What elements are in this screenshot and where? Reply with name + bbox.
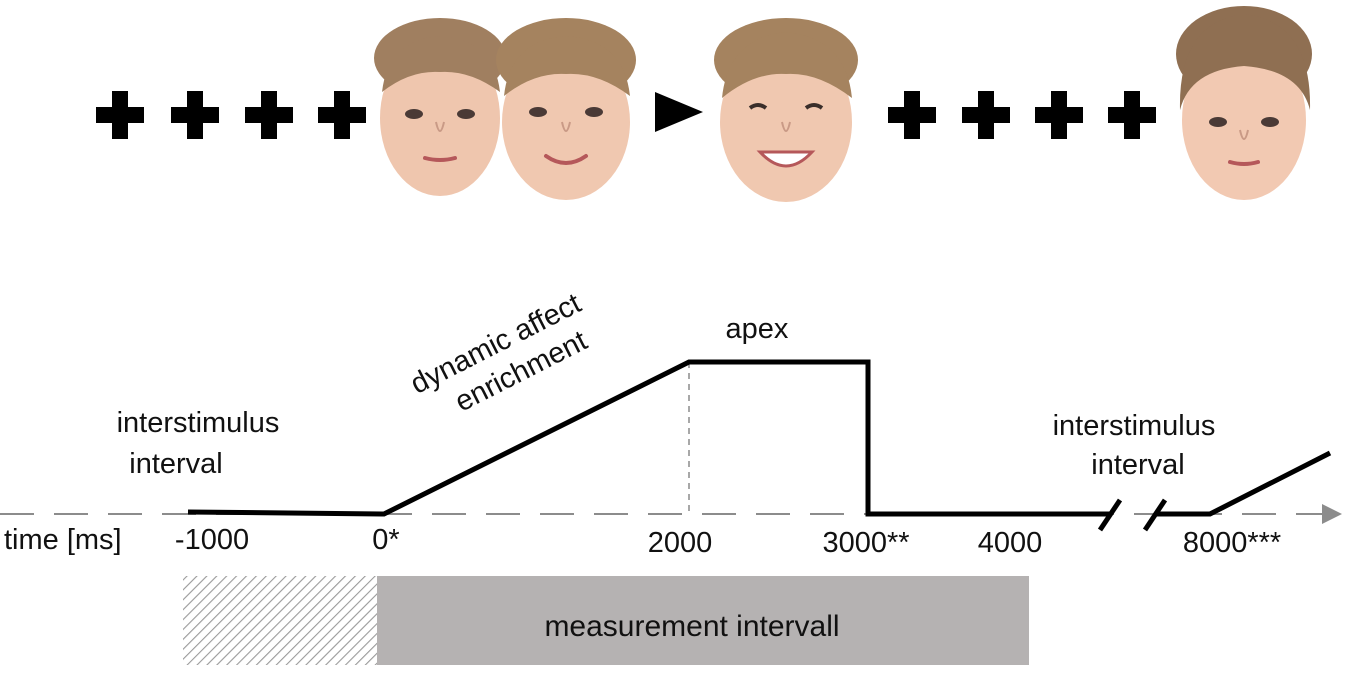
tick-label: -1000 [175, 524, 249, 556]
fixation-cross-icon [171, 91, 219, 139]
intensity-curve [187, 359, 1110, 517]
phase-label-interstimulus-left: interstimulus [117, 407, 280, 439]
tick-label: 2000 [648, 527, 713, 559]
measurement-interval-label: measurement intervall [544, 610, 839, 643]
axis-label: time [ms] [4, 524, 122, 556]
phase-label-apex: apex [726, 313, 789, 345]
fixation-cross-icon [318, 91, 366, 139]
stimulus-sequence [96, 6, 1312, 202]
measurement-interval-bar [377, 576, 1029, 665]
fixation-cross-icon [1035, 91, 1083, 139]
phase-label-dynamic: dynamic affect enrichment [406, 287, 593, 418]
play-arrow-icon [655, 92, 703, 132]
fixation-cross-icon [1108, 91, 1156, 139]
phase-label-interstimulus-right: interval [1091, 449, 1185, 481]
phase-label-interstimulus-right: interstimulus [1053, 410, 1216, 442]
baseline-hatched-region [183, 576, 377, 665]
axis-break-mark [1142, 498, 1168, 532]
axis-break-mark [1097, 498, 1123, 532]
face-full-smile-icon [714, 18, 858, 202]
face-slight-smile-icon [496, 18, 636, 200]
fixation-cross-icon [96, 91, 144, 139]
face-neutral-new-child-icon [1176, 6, 1312, 200]
fixation-cross-icon [888, 91, 936, 139]
intensity-curve-after-break [1155, 450, 1332, 517]
fixation-cross-icon [962, 91, 1010, 139]
fixation-cross-icon [245, 91, 293, 139]
tick-label: 0* [372, 524, 399, 556]
tick-label: 3000** [822, 527, 909, 559]
tick-label: 4000 [978, 527, 1043, 559]
face-neutral-icon [374, 18, 506, 196]
phase-label-interstimulus-left: interval [129, 448, 223, 480]
tick-label: 8000*** [1183, 527, 1281, 559]
